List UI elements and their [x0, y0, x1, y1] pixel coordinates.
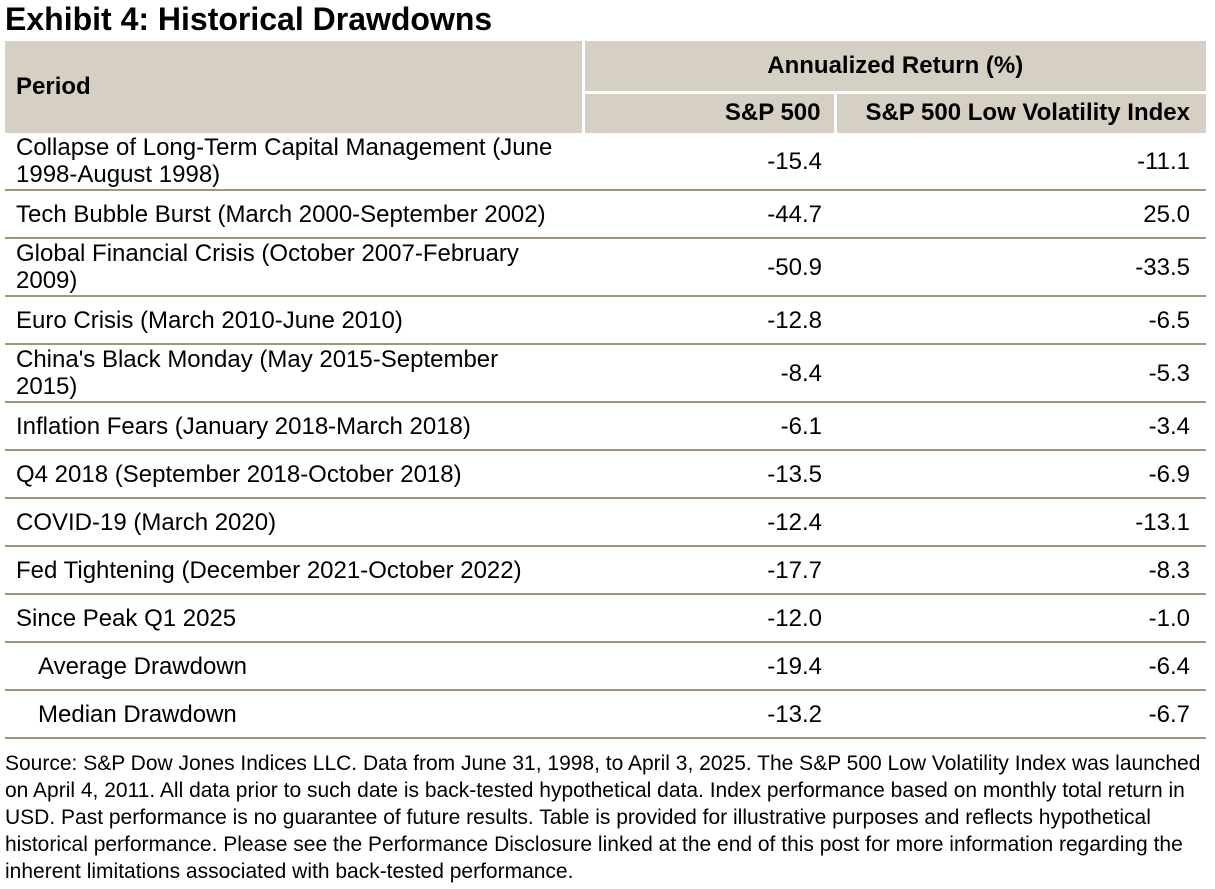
- table-row: Fed Tightening (December 2021-October 20…: [5, 546, 1206, 595]
- period-cell: Tech Bubble Burst (March 2000-September …: [5, 190, 583, 239]
- low-vol-value: -6.7: [835, 690, 1206, 739]
- table-row: Collapse of Long-Term Capital Management…: [5, 133, 1206, 191]
- period-cell: Fed Tightening (December 2021-October 20…: [5, 546, 583, 595]
- sp500-value: -13.2: [583, 690, 835, 739]
- period-cell: Q4 2018 (September 2018-October 2018): [5, 450, 583, 499]
- low-vol-value: -6.4: [835, 642, 1206, 691]
- low-vol-value: -11.1: [835, 133, 1206, 191]
- sp500-value: -6.1: [583, 402, 835, 451]
- table-body: Collapse of Long-Term Capital Management…: [5, 133, 1206, 739]
- period-cell: Since Peak Q1 2025: [5, 594, 583, 643]
- column-header-low-volatility: S&P 500 Low Volatility Index: [833, 92, 1206, 133]
- low-vol-value: 25.0: [835, 190, 1206, 239]
- table-row-summary-average: Average Drawdown -19.4 -6.4: [5, 642, 1206, 691]
- period-cell: Collapse of Long-Term Capital Management…: [5, 133, 583, 191]
- sp500-value: -50.9: [583, 238, 835, 297]
- table-row: Tech Bubble Burst (March 2000-September …: [5, 190, 1206, 239]
- table-row: Euro Crisis (March 2010-June 2010) -12.8…: [5, 296, 1206, 345]
- low-vol-value: -5.3: [835, 344, 1206, 403]
- sp500-value: -15.4: [583, 133, 835, 191]
- table-row: China's Black Monday (May 2015-September…: [5, 344, 1206, 403]
- table-row-summary-median: Median Drawdown -13.2 -6.7: [5, 690, 1206, 739]
- low-vol-value: -6.5: [835, 296, 1206, 345]
- sp500-value: -17.7: [583, 546, 835, 595]
- low-vol-value: -3.4: [835, 402, 1206, 451]
- low-vol-value: -1.0: [835, 594, 1206, 643]
- sp500-value: -12.4: [583, 498, 835, 547]
- sp500-value: -12.0: [583, 594, 835, 643]
- source-footnote: Source: S&P Dow Jones Indices LLC. Data …: [5, 752, 1201, 883]
- table-header: Period Annualized Return (%) S&P 500 S&P…: [5, 41, 1206, 133]
- sp500-value: -13.5: [583, 450, 835, 499]
- historical-drawdowns-table: Period Annualized Return (%) S&P 500 S&P…: [5, 41, 1206, 739]
- exhibit-title: Exhibit 4: Historical Drawdowns: [5, 1, 493, 37]
- period-cell: Median Drawdown: [5, 690, 583, 739]
- column-header-sp500: S&P 500: [583, 92, 835, 133]
- period-cell: Average Drawdown: [5, 642, 583, 691]
- table-row: Inflation Fears (January 2018-March 2018…: [5, 402, 1206, 451]
- table-row: Global Financial Crisis (October 2007-Fe…: [5, 238, 1206, 297]
- period-cell: China's Black Monday (May 2015-September…: [5, 344, 583, 403]
- table-row: Q4 2018 (September 2018-October 2018) -1…: [5, 450, 1206, 499]
- period-cell: Global Financial Crisis (October 2007-Fe…: [5, 238, 583, 297]
- low-vol-value: -6.9: [835, 450, 1206, 499]
- sp500-value: -8.4: [583, 344, 835, 403]
- sp500-value: -12.8: [583, 296, 835, 345]
- low-vol-value: -8.3: [835, 546, 1206, 595]
- period-cell: Inflation Fears (January 2018-March 2018…: [5, 402, 583, 451]
- low-vol-value: -33.5: [835, 238, 1206, 297]
- low-vol-value: -13.1: [835, 498, 1206, 547]
- sp500-value: -44.7: [583, 190, 835, 239]
- table-row: Since Peak Q1 2025 -12.0 -1.0: [5, 594, 1206, 643]
- group-header-annualized-return: Annualized Return (%): [583, 41, 1206, 94]
- sp500-value: -19.4: [583, 642, 835, 691]
- period-cell: Euro Crisis (March 2010-June 2010): [5, 296, 583, 345]
- header-row-columns: S&P 500 S&P 500 Low Volatility Index: [5, 92, 1206, 133]
- table-row: COVID-19 (March 2020) -12.4 -13.1: [5, 498, 1206, 547]
- header-row-group: Period Annualized Return (%): [5, 41, 1206, 133]
- column-header-period: Period: [5, 41, 585, 133]
- period-cell: COVID-19 (March 2020): [5, 498, 583, 547]
